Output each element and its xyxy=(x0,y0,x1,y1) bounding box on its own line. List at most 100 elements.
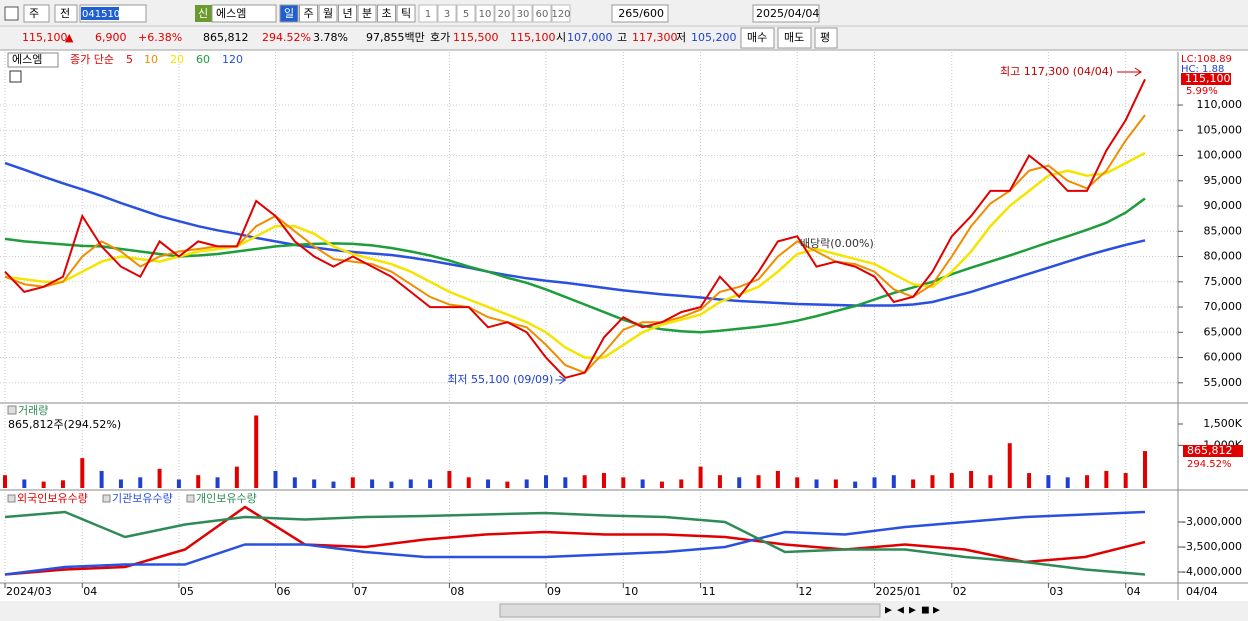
y-tick-label: 55,000 xyxy=(1204,376,1243,389)
interval-button[interactable] xyxy=(418,4,438,23)
new-badge[interactable] xyxy=(195,5,212,22)
period-button[interactable] xyxy=(396,4,416,23)
y-tick-label: 90,000 xyxy=(1204,199,1243,212)
legend-marker xyxy=(7,494,16,503)
volume-bar xyxy=(3,475,7,488)
legend-entry: 10 xyxy=(144,53,158,66)
period-button[interactable] xyxy=(318,4,338,23)
volume-bar xyxy=(505,481,510,488)
bid: 115,100 xyxy=(510,31,556,44)
sell: 매도 xyxy=(784,31,804,44)
interval: 3 xyxy=(444,9,450,20)
scroll-button[interactable]: ■ xyxy=(921,606,930,616)
volume-bar xyxy=(563,477,568,488)
current-price-box xyxy=(1181,73,1231,85)
period: 주 xyxy=(303,7,313,20)
high-arrow xyxy=(1117,67,1142,77)
y-tick-label: 105,000 xyxy=(1197,123,1243,136)
lc-label: LC:108.89 xyxy=(1181,54,1232,65)
interval: 20 xyxy=(498,9,511,20)
avg-button[interactable] xyxy=(814,27,838,49)
y-tick-label: -4,000,000 xyxy=(1182,565,1242,578)
volume-bar xyxy=(911,479,916,488)
x-tick-label: 04 xyxy=(83,585,97,598)
interval-button[interactable] xyxy=(475,4,495,23)
prev-select[interactable] xyxy=(54,4,78,23)
volume-bar xyxy=(1027,473,1032,488)
volume-bar xyxy=(524,479,529,488)
y-tick-label: 95,000 xyxy=(1204,174,1243,187)
interval-button[interactable] xyxy=(437,4,457,23)
scroll-button[interactable]: ▶ xyxy=(885,606,892,616)
period: 월 xyxy=(323,7,333,20)
volume-bar xyxy=(1123,473,1128,488)
scroll-button[interactable]: ▶ xyxy=(909,606,916,616)
interval-button[interactable] xyxy=(513,4,533,23)
y-tick-label: 75,000 xyxy=(1204,275,1243,288)
volume-bar xyxy=(659,481,664,488)
name-field[interactable] xyxy=(211,4,277,23)
volume-bar xyxy=(1065,477,1070,488)
interval-button[interactable] xyxy=(494,4,514,23)
code-highlight xyxy=(81,7,119,20)
volume-bar xyxy=(640,479,645,488)
interval-button[interactable] xyxy=(551,4,571,23)
y-tick-label: 60,000 xyxy=(1204,351,1243,364)
date-field[interactable] xyxy=(752,4,820,23)
x-tick-label: 2024/03 xyxy=(6,585,52,598)
line-series xyxy=(4,151,1146,359)
volume-bar xyxy=(99,470,104,488)
volume-bar xyxy=(408,479,413,488)
period-button[interactable] xyxy=(279,4,299,23)
interval-button[interactable] xyxy=(532,4,552,23)
volume-bar xyxy=(717,475,722,488)
volume-bar xyxy=(698,466,703,488)
line-series xyxy=(4,161,1146,307)
period-button[interactable] xyxy=(377,4,396,23)
volume-bar xyxy=(737,477,742,488)
volume-bar xyxy=(196,475,201,488)
buy: 매수 xyxy=(747,31,767,44)
volume-bar xyxy=(853,481,858,488)
line-series xyxy=(4,505,1146,576)
legend-entry: 120 xyxy=(222,53,243,66)
buy-button[interactable] xyxy=(740,27,775,49)
volume-bar xyxy=(312,479,317,488)
volume-bar xyxy=(60,480,65,488)
count-field[interactable] xyxy=(611,4,669,23)
period-button[interactable] xyxy=(338,4,357,23)
y-tick-label: -3,000,000 xyxy=(1182,515,1242,528)
amount: 97,855백만 xyxy=(366,31,425,44)
scroll-thumb[interactable] xyxy=(499,603,881,618)
ask: 115,500 xyxy=(453,31,499,44)
panel-icon xyxy=(7,405,17,415)
x-tick-label: 11 xyxy=(702,585,716,598)
high: 117,300 xyxy=(632,31,678,44)
window-icon[interactable] xyxy=(4,6,19,21)
date: 2025/04/04 xyxy=(756,7,819,20)
market-select[interactable] xyxy=(23,4,50,23)
legend-entry: 60 xyxy=(196,53,210,66)
interval-button[interactable] xyxy=(456,4,476,23)
y-tick-label: 85,000 xyxy=(1204,224,1243,237)
y-tick-label: 1,500K xyxy=(1203,417,1242,430)
volume-bar xyxy=(176,479,181,488)
x-tick-label: 05 xyxy=(180,585,194,598)
hc-label: HC: 1.88 xyxy=(1181,64,1224,75)
period-button[interactable] xyxy=(299,4,318,23)
volume-bar xyxy=(988,475,993,488)
legend-box xyxy=(7,52,59,68)
count: 265/600 xyxy=(618,7,664,20)
volume-bar xyxy=(582,475,587,488)
scroll-button[interactable]: ▶ xyxy=(933,606,940,616)
scroll-button[interactable]: ◀ xyxy=(897,606,904,616)
volume-bar xyxy=(969,470,974,488)
volume-bar xyxy=(370,479,375,488)
interval: 10 xyxy=(479,9,492,20)
change: 6,900 xyxy=(95,31,127,44)
volume-bar xyxy=(601,473,606,488)
legend-title: 종가 단순 xyxy=(70,53,114,66)
x-tick-label: 2025/01 xyxy=(875,585,921,598)
sell-button[interactable] xyxy=(777,27,812,49)
period-button[interactable] xyxy=(357,4,377,23)
